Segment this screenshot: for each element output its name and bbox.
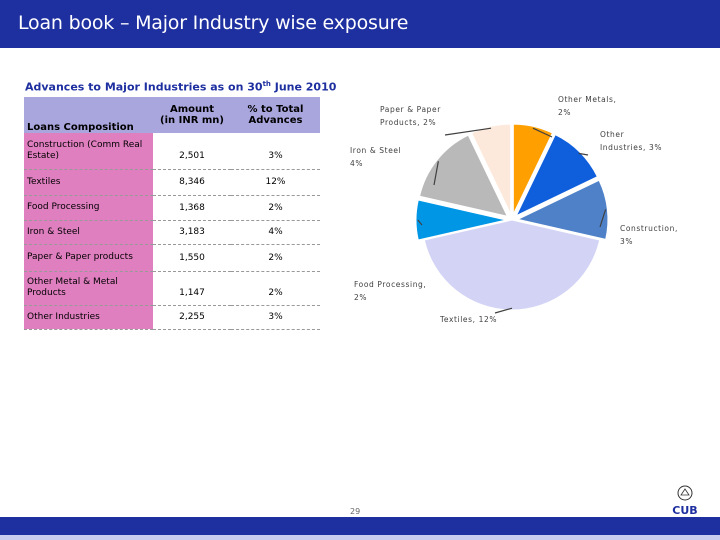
table-row: Paper & Paper products 1,550 2% — [24, 244, 320, 272]
cell-category: Other Industries — [24, 305, 153, 330]
subtitle-text: Advances to Major Industries as on 30 — [25, 80, 263, 94]
industry-pie-chart: Paper & Paper Products, 2% Other Metals, 2%… — [350, 95, 678, 324]
loans-table: Loans Composition Amount (in INR mn) % t… — [24, 97, 320, 330]
footer-stripe — [0, 535, 720, 540]
header-amount: Amount (in INR mn) — [153, 97, 231, 133]
cell-percent: 3% — [231, 305, 320, 330]
cell-percent: 12% — [231, 169, 320, 196]
cell-category: Food Processing — [24, 195, 153, 221]
cell-amount: 8,346 — [153, 169, 231, 196]
cell-category: Iron & Steel — [24, 220, 153, 245]
table-row: Food Processing 1,368 2% — [24, 195, 320, 221]
cell-category: Paper & Paper products — [24, 244, 153, 272]
cell-amount: 3,183 — [153, 220, 231, 245]
table-header-row: Loans Composition Amount (in INR mn) % t… — [24, 97, 320, 133]
pie-slice — [423, 219, 601, 311]
footer-bar — [0, 517, 720, 535]
pie-leader-line — [444, 127, 492, 136]
table-subtitle: Advances to Major Industries as on 30th … — [25, 80, 336, 94]
cub-logo: CUB — [672, 485, 698, 517]
cell-percent: 2% — [231, 244, 320, 272]
pie-leader-line — [532, 127, 553, 138]
pie-slice — [512, 123, 554, 215]
table-row: Construction (Comm Real Estate) 2,501 3% — [24, 133, 320, 170]
pie-leader-line — [433, 161, 439, 186]
pie-slice — [418, 134, 509, 217]
table-row: Textiles 8,346 12% — [24, 169, 320, 196]
pie-leader-line — [599, 209, 607, 228]
pie-slice-label: Paper & Paper Products, 2% — [380, 105, 441, 127]
pie-slice-label: Construction, 3% — [620, 224, 678, 246]
slide-title: Loan book – Major Industry wise exposure — [18, 12, 409, 34]
pie-slice-label: Other Industries, 3% — [600, 130, 662, 152]
pie-slice-label: Food Processing, 2% — [354, 280, 426, 302]
header-percent: % to Total Advances — [231, 97, 320, 133]
title-bar: Loan book – Major Industry wise exposure — [0, 0, 720, 48]
cell-category: Other Metal & Metal Products — [24, 271, 153, 306]
page-number: 29 — [350, 507, 361, 516]
cell-amount: 1,550 — [153, 244, 231, 272]
table-row: Other Metal & Metal Products 1,147 2% — [24, 271, 320, 306]
cell-amount: 1,368 — [153, 195, 231, 221]
cell-percent: 3% — [231, 133, 320, 170]
pie-leader-line — [578, 152, 589, 156]
cell-category: Construction (Comm Real Estate) — [24, 133, 153, 170]
table-row: Other Industries 2,255 3% — [24, 305, 320, 330]
subtitle-superscript: th — [262, 80, 271, 88]
cell-amount: 1,147 — [153, 271, 231, 306]
pie-slice — [515, 134, 598, 217]
pie-slice — [470, 123, 512, 215]
pie-leader-lines — [417, 127, 607, 314]
pie-slice-label: Textiles, 12% — [439, 315, 497, 324]
cell-amount: 2,255 — [153, 305, 231, 330]
cell-category: Textiles — [24, 169, 153, 196]
pie-leader-line — [417, 219, 423, 226]
pie-slice-label: Other Metals, 2% — [558, 95, 616, 117]
header-loans-composition: Loans Composition — [24, 97, 153, 133]
pie-slice — [415, 199, 507, 241]
pie-leader-line — [494, 307, 513, 314]
cell-percent: 2% — [231, 195, 320, 221]
pie-slice-label: Iron & Steel 4% — [350, 146, 401, 168]
table-row: Iron & Steel 3,183 4% — [24, 220, 320, 245]
cell-percent: 2% — [231, 271, 320, 306]
pie-slice — [516, 179, 609, 240]
pie-slices — [415, 123, 609, 311]
pie-labels: Paper & Paper Products, 2% Other Metals, 2%… — [350, 95, 678, 324]
cell-percent: 4% — [231, 220, 320, 245]
svg-text:CUB: CUB — [672, 504, 697, 517]
subtitle-tail: June 2010 — [270, 80, 337, 94]
cell-amount: 2,501 — [153, 133, 231, 170]
